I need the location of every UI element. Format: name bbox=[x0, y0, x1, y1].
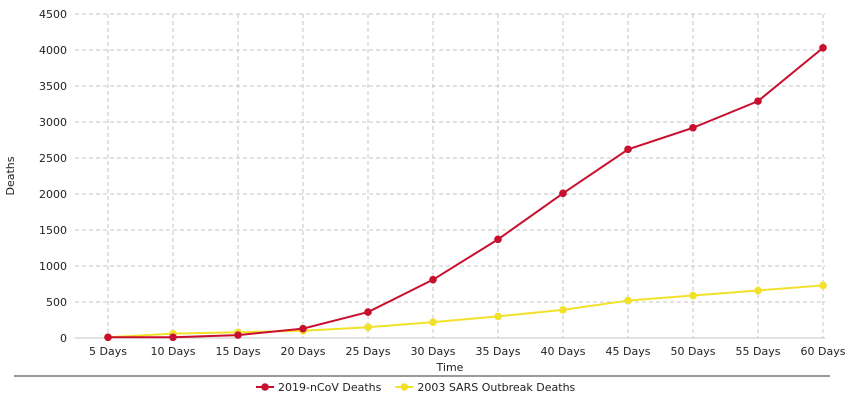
x-tick-label: 55 Days bbox=[736, 345, 781, 358]
x-tick-label: 50 Days bbox=[671, 345, 716, 358]
series-group bbox=[104, 281, 827, 342]
series-line bbox=[108, 47, 824, 339]
legend-swatch-marker bbox=[261, 383, 269, 391]
data-point[interactable] bbox=[104, 333, 112, 342]
x-tick-label: 5 Days bbox=[89, 345, 127, 358]
legend-item[interactable]: 2003 SARS Outbreak Deaths bbox=[395, 381, 576, 394]
data-point[interactable] bbox=[559, 306, 567, 314]
legend: 2019-nCoV Deaths 2003 SARS Outbreak Death… bbox=[256, 381, 576, 394]
y-axis-title: Deaths bbox=[4, 156, 17, 195]
data-point[interactable] bbox=[624, 145, 632, 154]
legend-item[interactable]: 2019-nCoV Deaths bbox=[256, 381, 382, 394]
series-group bbox=[104, 44, 827, 342]
y-tick-label: 1000 bbox=[39, 260, 67, 273]
y-tick-label: 0 bbox=[60, 332, 67, 345]
series-line bbox=[107, 284, 824, 339]
data-point[interactable] bbox=[429, 318, 437, 326]
x-tick-label: 25 Days bbox=[346, 345, 391, 358]
data-point[interactable] bbox=[559, 189, 567, 198]
data-point[interactable] bbox=[494, 312, 502, 321]
data-point[interactable] bbox=[689, 291, 697, 300]
data-point[interactable] bbox=[819, 281, 827, 290]
y-tick-label: 500 bbox=[46, 296, 67, 309]
x-tick-label: 30 Days bbox=[411, 345, 456, 358]
x-tick-label: 40 Days bbox=[541, 345, 586, 358]
data-point[interactable] bbox=[624, 296, 632, 305]
x-tick-label: 45 Days bbox=[606, 345, 651, 358]
data-point[interactable] bbox=[754, 286, 762, 295]
legend-label: 2003 SARS Outbreak Deaths bbox=[417, 381, 575, 394]
x-tick-label: 10 Days bbox=[151, 345, 196, 358]
data-point[interactable] bbox=[429, 275, 437, 284]
y-tick-label: 4500 bbox=[39, 8, 67, 21]
gridlines bbox=[75, 13, 825, 339]
data-point[interactable] bbox=[299, 324, 307, 333]
x-tick-label: 35 Days bbox=[476, 345, 521, 358]
series-lines bbox=[104, 44, 827, 342]
x-axis-title: Time bbox=[436, 361, 464, 374]
y-tick-labels: 0 500 1000 1500 2000 2500 3000 3500 4000 4500 bbox=[39, 8, 67, 345]
x-tick-label: 20 Days bbox=[281, 345, 326, 358]
legend-label: 2019-nCoV Deaths bbox=[278, 381, 382, 394]
data-point[interactable] bbox=[169, 333, 177, 342]
y-tick-label: 2000 bbox=[39, 188, 67, 201]
data-point[interactable] bbox=[689, 123, 697, 132]
data-point[interactable] bbox=[754, 97, 762, 105]
y-tick-label: 1500 bbox=[39, 224, 67, 237]
data-point[interactable] bbox=[364, 308, 372, 316]
data-point[interactable] bbox=[234, 331, 242, 339]
x-tick-label: 60 Days bbox=[801, 345, 846, 358]
x-tick-labels: 5 Days 10 Days 15 Days 20 Days 25 Days 30 Day… bbox=[89, 345, 846, 358]
y-tick-label: 4000 bbox=[39, 44, 67, 57]
y-tick-label: 3500 bbox=[39, 80, 67, 93]
y-tick-label: 3000 bbox=[39, 116, 67, 129]
legend-swatch-marker bbox=[400, 383, 409, 391]
data-point[interactable] bbox=[819, 44, 827, 52]
data-point[interactable] bbox=[364, 323, 372, 332]
data-point[interactable] bbox=[494, 235, 502, 244]
x-tick-label: 15 Days bbox=[216, 345, 261, 358]
y-tick-label: 2500 bbox=[39, 152, 67, 165]
